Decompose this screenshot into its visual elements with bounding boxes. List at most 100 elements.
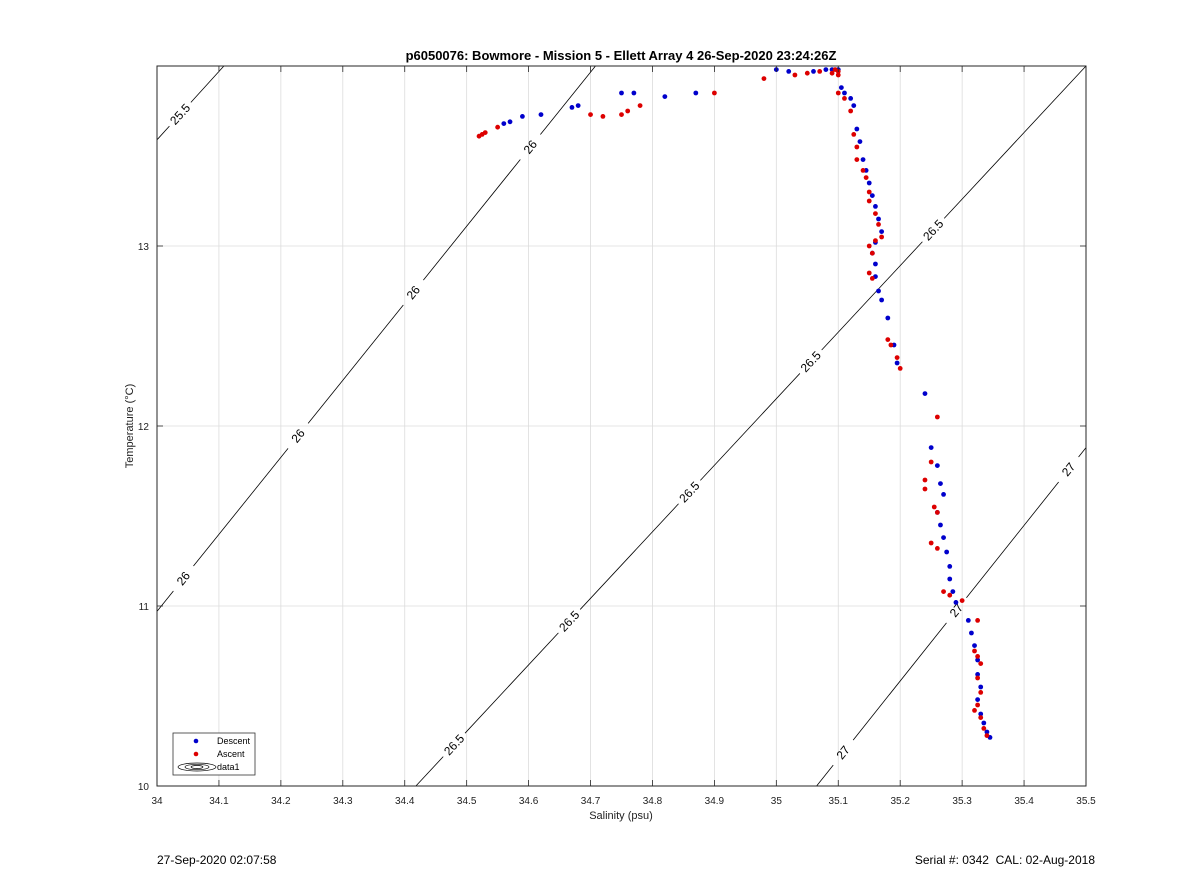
descent-point [876,216,881,222]
y-tick-label: 11 [139,602,150,613]
ascent-point [941,589,946,594]
descent-point [981,720,987,726]
contour-line-27 [1078,447,1087,458]
ascent-point [975,675,981,681]
descent-point [811,69,816,74]
descent-point [975,672,981,677]
descent-point [823,67,829,72]
descent-point [969,630,974,636]
ascent-point [637,103,643,108]
descent-point [885,315,891,321]
ascent-point [888,342,894,348]
ascent-point [588,112,593,117]
x-tick-label: 35.4 [1014,796,1034,807]
ascent-point [804,70,810,76]
x-tick-label: 34.4 [395,796,415,807]
x-tick-label: 34.9 [705,796,725,807]
ascent-point [869,250,875,256]
ascent-point [854,157,860,163]
contour-line-26 [540,65,596,135]
descent-point [860,157,866,163]
ascent-point [897,366,903,371]
descent-point [851,103,857,108]
descent-point [662,94,668,99]
x-tick-label: 34.3 [333,796,353,807]
descent-point [938,481,943,486]
x-tick-label: 35 [771,796,783,807]
descent-point [975,657,981,663]
x-tick-label: 35.1 [829,796,849,807]
contour-line-27 [852,622,947,741]
ascent-point [482,130,488,136]
legend-label-data1: data1 [217,762,240,772]
ascent-point [866,198,872,204]
series-ascent [476,67,990,738]
ascent-point [879,234,885,240]
x-tick-label: 34.1 [209,796,229,807]
descent-point [947,564,953,569]
x-tick-label: 35.3 [952,796,972,807]
descent-point [538,112,544,117]
contour-line-27 [816,764,834,787]
ascent-point [894,355,900,360]
contour-line-26 [423,159,521,281]
y-tick-label: 12 [138,422,150,433]
ascent-point [866,189,872,195]
descent-point [876,288,881,294]
descent-point [569,105,575,110]
ascent-point [981,726,987,731]
ascent-point [959,598,965,603]
ascent-point [978,715,984,720]
ascent-point [625,108,631,114]
ascent-point [835,72,841,78]
descent-point [838,85,844,90]
contour-line-25.5 [190,65,225,103]
legend-label-ascent: Ascent [217,749,245,759]
ascent-point [619,112,624,117]
ascent-point [842,96,847,101]
x-tick-label: 34.8 [643,796,663,807]
descent-point [693,90,699,96]
ascent-point [600,114,606,119]
ascent-point [978,690,984,695]
contour-line-26 [307,304,404,424]
contour-line-26 [156,590,174,612]
ascent-point [934,546,940,551]
series-descent [501,67,993,740]
ascent-point [792,72,798,78]
descent-point [941,535,946,540]
y-axis-label: Temperature (°C) [124,384,136,468]
ascent-point [863,175,869,181]
descent-point [520,114,525,119]
descent-point [941,492,946,497]
contour-line-26.5 [464,632,559,734]
descent-point [619,90,624,96]
ascent-point [975,618,981,623]
ascent-point [984,733,990,738]
descent-point [869,193,875,199]
y-tick-label: 10 [138,782,150,793]
y-tick-label: 13 [138,242,150,253]
x-tick-label: 34.7 [581,796,601,807]
ascent-point [922,477,928,483]
descent-point [975,697,981,702]
descent-point [928,445,934,450]
data-series [476,67,993,740]
legend-box [172,732,256,776]
x-tick-label: 34.6 [519,796,539,807]
ascent-point [975,654,981,659]
ascent-point [761,76,767,81]
contour-line-26.5 [415,756,444,787]
descent-point [978,711,984,717]
descent-point [879,229,885,235]
contour-line-26.5 [821,241,923,351]
legend-marker-data1 [177,762,217,772]
descent-point [947,576,953,582]
ascent-point [817,69,823,74]
descent-point [934,463,940,468]
descent-point [894,360,900,366]
ascent-point [947,592,953,598]
contour-line-25.5 [156,125,170,141]
contour-line-26.5 [700,373,801,481]
descent-point [507,119,513,125]
